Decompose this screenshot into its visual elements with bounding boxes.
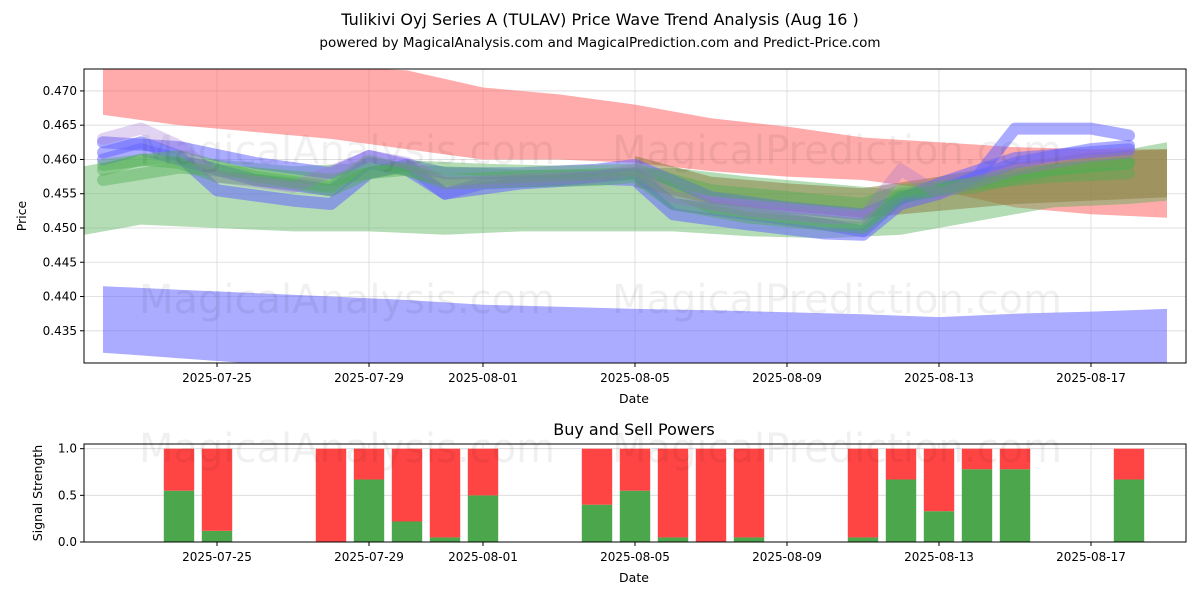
buy-bar bbox=[163, 490, 195, 542]
signal-x-label: Date bbox=[619, 570, 649, 585]
red-band bbox=[103, 69, 1167, 218]
chart-title: Tulikivi Oyj Series A (TULAV) Price Wave… bbox=[340, 10, 858, 29]
buy-bar bbox=[1113, 479, 1145, 542]
buy-bar bbox=[429, 537, 461, 542]
y-tick-label: 0.5 bbox=[58, 488, 77, 502]
green-wave-line bbox=[97, 153, 1135, 234]
buy-bar bbox=[999, 469, 1031, 542]
x-tick-label: 2025-07-29 bbox=[334, 371, 404, 385]
buy-bar bbox=[885, 479, 917, 542]
x-tick-label: 2025-08-09 bbox=[752, 550, 822, 564]
price-chart: MagicalAnalysis.com MagicalPrediction.co… bbox=[14, 68, 1187, 406]
sell-bar bbox=[467, 448, 499, 496]
x-tick-label: 2025-08-09 bbox=[752, 371, 822, 385]
x-tick-label: 2025-08-01 bbox=[448, 371, 518, 385]
buy-bar bbox=[733, 537, 765, 542]
buy-bar bbox=[923, 511, 955, 542]
price-x-label: Date bbox=[619, 391, 649, 406]
y-tick-label: 0.465 bbox=[43, 118, 77, 132]
price-y-label: Price bbox=[14, 200, 29, 231]
sell-bar bbox=[353, 448, 385, 480]
sell-bar bbox=[201, 448, 233, 531]
y-tick-label: 0.445 bbox=[43, 255, 77, 269]
price-waves bbox=[97, 122, 1135, 241]
signal-chart: Buy and Sell Powers MagicalAnalysis.com … bbox=[30, 420, 1187, 585]
sell-bar bbox=[885, 448, 917, 480]
buy-bar bbox=[619, 490, 651, 542]
buy-bar bbox=[581, 504, 613, 542]
x-tick-label: 2025-08-17 bbox=[1056, 371, 1126, 385]
y-tick-label: 0.435 bbox=[43, 324, 77, 338]
sell-bar bbox=[391, 448, 423, 522]
y-tick-label: 0.455 bbox=[43, 187, 77, 201]
buy-bar bbox=[201, 530, 233, 542]
x-tick-label: 2025-08-17 bbox=[1056, 550, 1126, 564]
x-tick-label: 2025-08-13 bbox=[904, 550, 974, 564]
y-tick-label: 0.440 bbox=[43, 290, 77, 304]
watermark-analysis: MagicalAnalysis.com bbox=[139, 277, 555, 323]
sell-bar bbox=[695, 448, 727, 542]
price-plot-frame bbox=[83, 68, 1187, 364]
signal-chart-title: Buy and Sell Powers bbox=[553, 420, 715, 439]
signal-bars bbox=[163, 448, 1145, 542]
sell-bar bbox=[619, 448, 651, 491]
y-tick-label: 1.0 bbox=[58, 442, 77, 456]
watermark-analysis: MagicalAnalysis.com bbox=[139, 128, 555, 174]
sell-bar bbox=[733, 448, 765, 538]
sell-bar bbox=[581, 448, 613, 505]
y-tick-label: 0.470 bbox=[43, 84, 77, 98]
buy-bar bbox=[391, 521, 423, 542]
y-tick-label: 0.0 bbox=[58, 535, 77, 549]
signal-ticks: 2025-07-25 2025-07-29 2025-08-01 2025-08-05… bbox=[58, 442, 1126, 564]
watermark-prediction: MagicalPrediction.com bbox=[612, 426, 1062, 472]
purple-wave-line bbox=[97, 122, 1135, 224]
buy-bar bbox=[847, 537, 879, 542]
y-tick-label: 0.460 bbox=[43, 152, 77, 166]
sell-bar bbox=[1113, 448, 1145, 480]
x-tick-label: 2025-08-13 bbox=[904, 371, 974, 385]
signal-y-label: Signal Strength bbox=[30, 445, 45, 541]
y-tick-label: 0.450 bbox=[43, 221, 77, 235]
watermark-prediction: MagicalPrediction.com bbox=[612, 277, 1062, 323]
blue-band bbox=[103, 286, 1167, 363]
watermark-analysis: MagicalAnalysis.com bbox=[139, 426, 555, 472]
buy-bar bbox=[961, 469, 993, 542]
sell-bar bbox=[657, 448, 689, 538]
signal-plot-frame bbox=[83, 443, 1187, 543]
buy-bar bbox=[657, 537, 689, 542]
sell-bar bbox=[999, 448, 1031, 470]
blue-wave-line bbox=[97, 136, 1135, 221]
sell-bar bbox=[923, 448, 955, 512]
watermark-prediction: MagicalPrediction.com bbox=[612, 128, 1062, 174]
chart-subtitle: powered by MagicalAnalysis.com and Magic… bbox=[319, 35, 880, 51]
green-wave-line bbox=[97, 160, 1135, 210]
price-ticks: 2025-07-25 2025-07-29 2025-08-01 2025-08-05… bbox=[43, 84, 1126, 385]
sell-bar bbox=[429, 448, 461, 538]
x-tick-label: 2025-08-01 bbox=[448, 550, 518, 564]
buy-bar bbox=[353, 479, 385, 542]
x-tick-label: 2025-07-29 bbox=[334, 550, 404, 564]
x-tick-label: 2025-07-25 bbox=[182, 550, 252, 564]
x-tick-label: 2025-08-05 bbox=[600, 371, 670, 385]
green-wave-line bbox=[97, 150, 1135, 231]
sell-bar bbox=[961, 448, 993, 470]
buy-bar bbox=[467, 495, 499, 542]
sell-bar bbox=[163, 448, 195, 491]
sell-bar bbox=[315, 448, 347, 542]
sell-bar bbox=[847, 448, 879, 538]
x-tick-label: 2025-07-25 bbox=[182, 371, 252, 385]
x-tick-label: 2025-08-05 bbox=[600, 550, 670, 564]
